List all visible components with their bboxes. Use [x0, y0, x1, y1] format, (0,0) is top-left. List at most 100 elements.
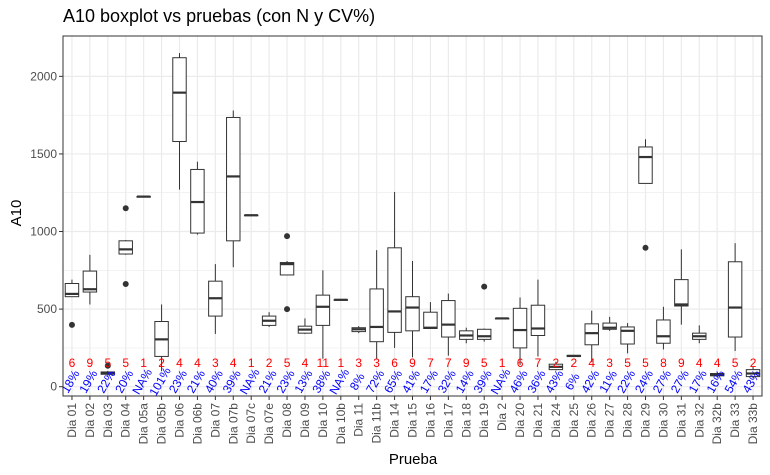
x-tick-label: Dia 09 [298, 403, 312, 438]
box-dia-03 [100, 362, 116, 376]
x-tick-label: Dia 30 [656, 403, 670, 438]
x-tick-label: Dia 03 [101, 403, 115, 438]
x-tick-label: Dia 11 [352, 403, 366, 437]
box-dia-06b [190, 161, 205, 235]
box-dia-26 [584, 310, 599, 362]
box-dia-33b [745, 366, 761, 379]
box-iqr [476, 328, 492, 340]
x-tick-label: Dia 33 [728, 403, 742, 438]
outlier-point [642, 244, 649, 251]
cv-label: 40% [202, 367, 226, 395]
cv-label: 14% [453, 367, 477, 395]
box-dia-08 [279, 233, 295, 313]
n-label: 1 [248, 356, 255, 370]
box-dia-28 [620, 323, 635, 354]
box-iqr [656, 319, 671, 344]
box-iqr [620, 326, 635, 345]
x-tick-label: Dia 19 [477, 403, 491, 438]
box-dia-32 [692, 325, 707, 344]
cv-label: 42% [578, 367, 602, 395]
n-label: 3 [373, 356, 380, 370]
outlier-point [68, 321, 75, 328]
box-iqr [674, 279, 689, 307]
y-tick-label: 2000 [30, 69, 57, 83]
box-dia-02 [82, 254, 98, 305]
box-dia-15 [405, 261, 420, 358]
x-tick-label: Dia 04 [119, 403, 133, 438]
x-tick-label: Dia 16 [423, 403, 437, 438]
box-dia-10 [315, 270, 331, 359]
cv-label: 24% [632, 367, 656, 395]
x-axis-title: Prueba [389, 451, 438, 468]
x-tick-label: Dia 33b [746, 403, 760, 445]
x-tick-label: Dia 08 [280, 403, 294, 438]
n-label: 5 [642, 356, 649, 370]
n-label: 7 [535, 356, 542, 370]
x-tick-label: Dia 02 [83, 403, 97, 438]
n-label: 9 [409, 356, 416, 370]
cv-label: 13% [291, 367, 315, 395]
n-label: 6 [391, 356, 398, 370]
box-dia-14 [387, 191, 402, 348]
n-label: 5 [732, 356, 739, 370]
n-label: 9 [463, 356, 470, 370]
box-iqr [226, 116, 241, 242]
n-label: 9 [678, 356, 685, 370]
outlier-point [122, 280, 129, 287]
x-tick-label: Dia 21 [531, 403, 545, 438]
box-dia-07c [243, 214, 259, 217]
n-label: 4 [194, 356, 201, 370]
box-dia-04 [118, 205, 133, 287]
cv-label: 27% [668, 367, 692, 395]
n-label: 1 [140, 356, 147, 370]
n-label: 2 [158, 356, 165, 370]
x-tick-label: Dia 10b [334, 403, 348, 445]
n-label: 7 [427, 356, 434, 370]
y-tick-label: 0 [50, 380, 57, 394]
x-axis: Dia 01 Dia 02 Dia 03 Dia 04 Dia 05a Dia 05b Di… [65, 396, 760, 444]
box-iqr [172, 57, 187, 143]
n-label: 11 [317, 356, 330, 370]
cv-label: 41% [399, 367, 423, 395]
n-label: 8 [660, 356, 667, 370]
y-axis-title: A10 [8, 200, 25, 227]
y-tick-label: 500 [37, 302, 57, 316]
n-label: 4 [230, 356, 237, 370]
cv-label: 27% [650, 367, 674, 395]
box-iqr [279, 262, 295, 276]
cv-label: 54% [722, 367, 746, 395]
box-dia-19 [476, 283, 492, 342]
x-tick-label: Dia 2 [495, 403, 509, 431]
x-tick-label: Dia 10 [316, 403, 330, 438]
cv-label: 36% [524, 367, 548, 395]
cv-label: 23% [274, 367, 298, 395]
n-label: 5 [104, 356, 111, 370]
box-dia-31 [674, 249, 689, 325]
n-label: 4 [588, 356, 595, 370]
box-iqr [315, 294, 331, 326]
box-iqr [405, 296, 420, 332]
box-dia-33 [727, 243, 743, 351]
n-label: 5 [624, 356, 631, 370]
n-label: 5 [481, 356, 488, 370]
box-iqr [727, 261, 743, 338]
cv-label: 17% [417, 367, 441, 395]
box-dia-11 [351, 326, 366, 334]
n-label: 2 [553, 356, 560, 370]
box-dia-21 [530, 279, 546, 357]
n-label: 4 [714, 356, 721, 370]
box-dia-32b [709, 372, 725, 378]
n-label: 4 [302, 356, 309, 370]
x-tick-label: Dia 07e [262, 403, 276, 445]
box-iqr [441, 300, 456, 338]
x-tick-label: Dia 26 [585, 403, 599, 438]
n-label: 3 [212, 356, 219, 370]
box-dia-27 [602, 316, 617, 331]
x-tick-label: Dia 24 [549, 403, 563, 438]
x-tick-label: Dia 01 [65, 403, 79, 438]
x-tick-label: Dia 32 [692, 403, 706, 438]
x-tick-label: Dia 17 [441, 403, 455, 438]
x-tick-label: Dia 28 [621, 403, 635, 438]
n-label: 5 [122, 356, 129, 370]
